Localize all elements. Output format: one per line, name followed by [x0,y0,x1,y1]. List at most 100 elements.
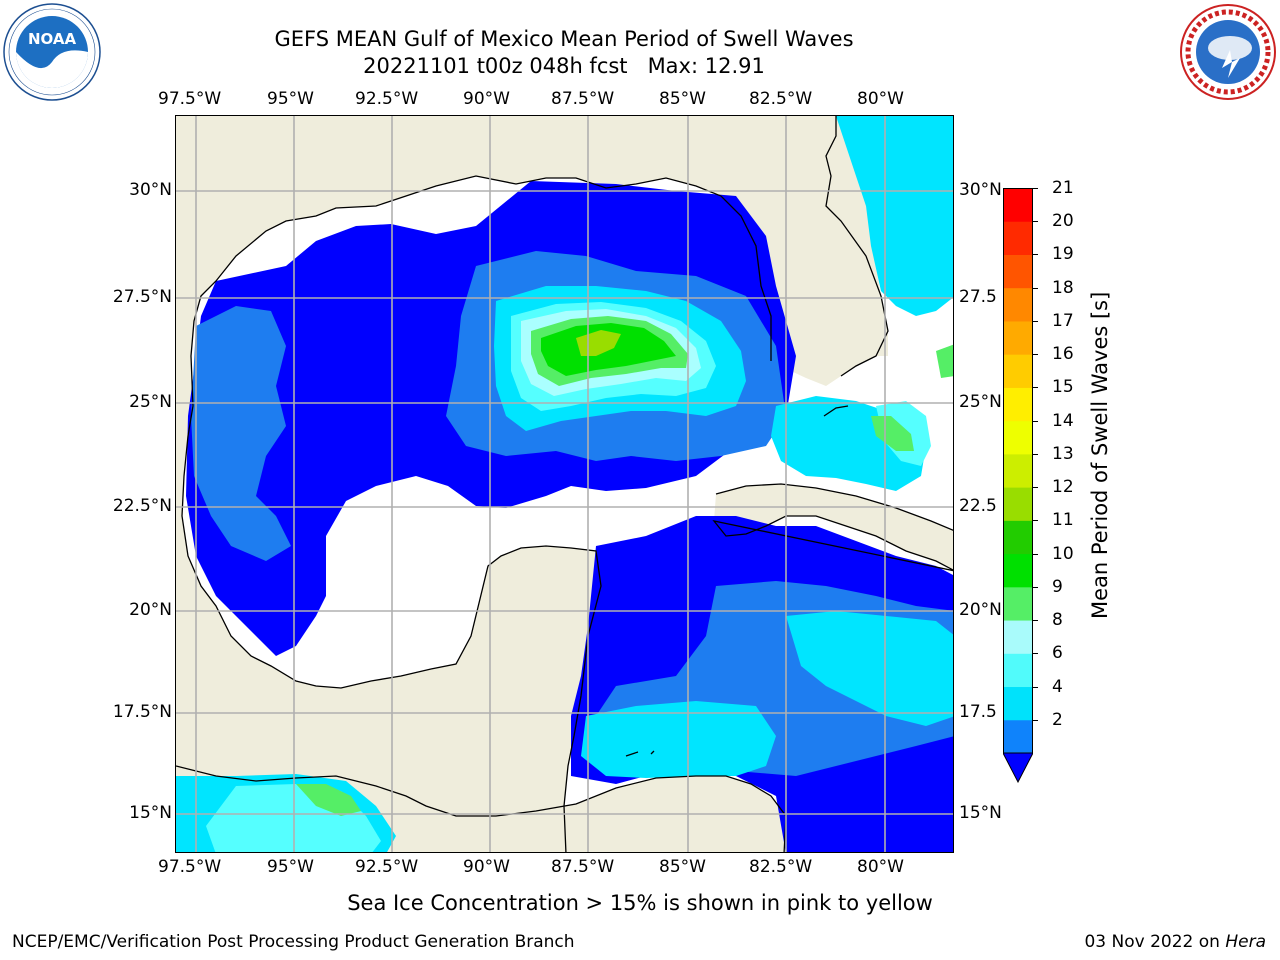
colorbar-segment [1003,719,1033,754]
map-canvas [176,116,953,852]
swell-area-4-6-west [191,306,291,561]
lat-tick: 25°N [129,392,172,412]
colorbar-tick: 13 [1052,443,1074,464]
chart-title: GEFS MEAN Gulf of Mexico Mean Period of … [274,27,854,51]
caption-wrap: Sea Ice Concentration > 15% is shown in … [0,891,1280,915]
lon-tick: 87.5°W [551,89,615,109]
colorbar-segment [1003,686,1033,721]
colorbar-tick: 10 [1052,543,1074,564]
lat-tick: 17.5°N [112,702,172,722]
lon-tick: 82.5°W [749,857,813,877]
swell-area-10-11-bahamas [871,416,914,451]
lat-tick: 20°N [129,600,172,620]
colorbar-tick: 9 [1052,576,1063,597]
colorbar-outline [1003,188,1033,754]
lon-tick: 80°W [857,89,904,109]
noaa-logo-text: NOAA [28,30,77,48]
coastline-cuba [712,483,953,572]
colorbar [1002,188,1034,784]
swell-area-6-8-se [786,611,953,726]
lat-tick: 15°N [129,803,172,823]
lon-tick: 97.5°W [158,857,222,877]
colorbar-segment [1003,188,1033,222]
colorbar-tick-mark [1032,553,1038,555]
colorbar-segment [1003,287,1033,322]
footer-date: 03 Nov 2022 on [1084,932,1226,952]
footer-host: Hera [1225,932,1266,952]
graticule-layer [176,116,953,852]
map-panel [175,115,954,853]
colorbar-tick-mark [1032,188,1038,189]
colorbar-tick-mark [1032,420,1038,422]
colorbar-segment [1003,487,1033,521]
lon-tick: 92.5°W [355,857,419,877]
lat-tick: 25°N [959,392,1002,412]
colorbar-tick: 15 [1052,377,1074,398]
colorbar-tick: 8 [1052,610,1063,631]
swell-area-6-8-east [836,116,953,316]
colorbar-tick: 11 [1052,510,1074,531]
colorbar-segment [1003,453,1033,488]
coastline-islands [625,405,849,757]
lon-tick: 87.5°W [551,857,615,877]
lat-tick: 22.5°N [112,496,172,516]
colorbar-tick-mark [1032,719,1038,721]
land-florida-keys [826,116,888,356]
colorbar-tick-mark [1032,287,1038,289]
colorbar-segment [1003,221,1033,255]
lat-ticks-left: 30°N 27.5°N 25°N 22.5°N 20°N 17.5°N 15°N [100,115,172,853]
noaa-logo: NOAA [2,2,102,102]
swell-area-10-11-pacific [296,784,361,816]
colorbar-segment [1003,520,1033,555]
lat-tick: 27.5°N [112,287,172,307]
lon-tick: 90°W [463,89,510,109]
colorbar-tick-mark [1032,387,1038,389]
colorbar-tick-mark [1032,320,1038,322]
colorbar-segment [1003,320,1033,355]
colorbar-label: Mean Period of Swell Waves [s] [1088,291,1112,619]
colorbar-tick: 14 [1052,410,1074,431]
colorbar-tick: 18 [1052,277,1074,298]
colorbar-tick: 16 [1052,344,1074,365]
colorbar-extend-arrow [1002,752,1034,784]
land-cuba [714,484,953,570]
lon-tick: 95°W [267,857,314,877]
lat-tick: 17.5 [959,702,997,722]
footer-left: NCEP/EMC/Verification Post Processing Pr… [12,932,575,952]
colorbar-segment [1003,653,1033,688]
colorbar-tick: 4 [1052,676,1063,697]
colorbar-tick-mark [1032,653,1038,655]
lon-tick: 80°W [857,857,904,877]
colorbar-tick-mark [1032,586,1038,588]
lat-tick: 30°N [129,180,172,200]
colorbar-segment [1003,553,1033,588]
colorbar-tick: 12 [1052,477,1074,498]
lat-tick: 30°N [959,180,1002,200]
colorbar-tick: 6 [1052,643,1063,664]
colorbar-tick-mark [1032,686,1038,688]
colorbar-scale [1002,188,1034,784]
swell-fill-layer [176,116,953,852]
colorbar-segment [1003,620,1033,654]
colorbar-tick-mark [1032,520,1038,522]
colorbar-segment [1003,254,1033,289]
colorbar-tick-mark [1032,254,1038,256]
lat-tick: 20°N [959,600,1002,620]
chart-subtitle: 20221101 t00z 048h fcst Max: 12.91 [363,54,765,78]
colorbar-tick: 19 [1052,244,1074,265]
colorbar-ticks: 21 20 19 18 17 16 15 14 13 12 11 10 9 8 6 4 2 [1032,178,1102,753]
lon-tick: 85°W [659,89,706,109]
colorbar-tick: 21 [1052,178,1074,198]
colorbar-tick-mark [1032,453,1038,455]
colorbar-tick: 20 [1052,211,1074,232]
swell-area-10-11-east [936,344,953,378]
colorbar-tick: 17 [1052,310,1074,331]
lat-tick: 15°N [959,803,1002,823]
nws-logo [1178,2,1278,102]
colorbar-tick-mark [1032,620,1038,622]
colorbar-segment [1003,354,1033,388]
colorbar-tick-mark [1032,221,1038,223]
lat-tick: 22.5 [959,496,997,516]
colorbar-tick: 2 [1052,709,1063,730]
lon-tick: 92.5°W [355,89,419,109]
